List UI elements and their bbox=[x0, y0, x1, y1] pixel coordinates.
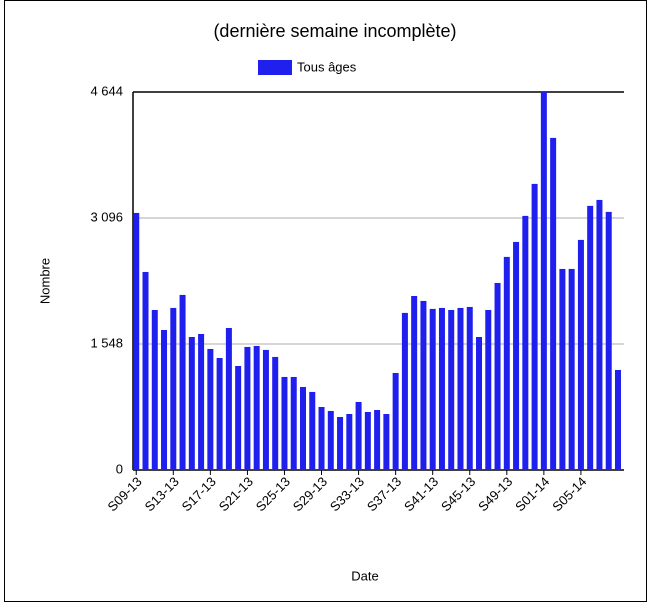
bar bbox=[346, 414, 353, 470]
bar bbox=[457, 307, 464, 470]
chart-title: (dernière semaine incomplète) bbox=[213, 21, 456, 41]
bar bbox=[216, 358, 223, 470]
bar bbox=[476, 337, 483, 470]
bar bbox=[605, 211, 612, 470]
bar bbox=[513, 241, 520, 470]
bar bbox=[142, 271, 149, 470]
bar bbox=[531, 183, 538, 470]
y-axis-label: Nombre bbox=[37, 258, 52, 304]
bar bbox=[188, 337, 195, 470]
bar bbox=[614, 369, 621, 470]
bar bbox=[485, 309, 492, 470]
bar bbox=[587, 205, 594, 471]
bar bbox=[262, 349, 269, 470]
bar bbox=[299, 386, 306, 470]
bar bbox=[438, 307, 445, 470]
bar bbox=[596, 199, 603, 470]
x-axis-label: Date bbox=[351, 568, 378, 583]
bar bbox=[383, 414, 390, 470]
y-tick-label: 3 096 bbox=[90, 209, 123, 224]
bar bbox=[448, 309, 455, 470]
bar bbox=[244, 346, 251, 470]
y-tick-label: 4 644 bbox=[90, 83, 123, 98]
bar bbox=[309, 391, 316, 470]
bar bbox=[355, 401, 362, 470]
frame bbox=[4, 0, 647, 602]
bar bbox=[540, 92, 547, 470]
bar bbox=[207, 348, 214, 470]
bar bbox=[170, 307, 177, 470]
bar bbox=[198, 333, 205, 470]
bar bbox=[577, 239, 584, 470]
bar bbox=[151, 309, 158, 470]
bar bbox=[318, 407, 325, 470]
bar bbox=[401, 312, 408, 470]
bar bbox=[327, 410, 334, 470]
bar bbox=[253, 345, 260, 470]
bar bbox=[235, 365, 242, 470]
bar bbox=[494, 282, 501, 470]
legend-label: Tous âges bbox=[297, 59, 357, 74]
bar bbox=[225, 327, 232, 470]
bar bbox=[568, 268, 575, 470]
bar bbox=[272, 356, 279, 470]
y-tick-label: 1 548 bbox=[90, 335, 123, 350]
bar bbox=[133, 212, 140, 470]
legend-swatch bbox=[258, 60, 292, 75]
bar bbox=[466, 306, 473, 470]
bar bbox=[503, 256, 510, 470]
bar bbox=[429, 308, 436, 470]
bar bbox=[411, 295, 418, 470]
y-tick-label: 0 bbox=[116, 461, 123, 476]
bar bbox=[290, 376, 297, 470]
bar bbox=[522, 215, 529, 470]
bar bbox=[337, 417, 344, 470]
bar bbox=[550, 137, 557, 470]
bar bbox=[364, 411, 371, 470]
bar bbox=[281, 376, 288, 470]
bar bbox=[179, 294, 186, 470]
bar bbox=[374, 410, 381, 470]
bar bbox=[161, 330, 168, 470]
bar bbox=[420, 300, 427, 470]
bar bbox=[392, 372, 399, 470]
bar bbox=[559, 268, 566, 470]
